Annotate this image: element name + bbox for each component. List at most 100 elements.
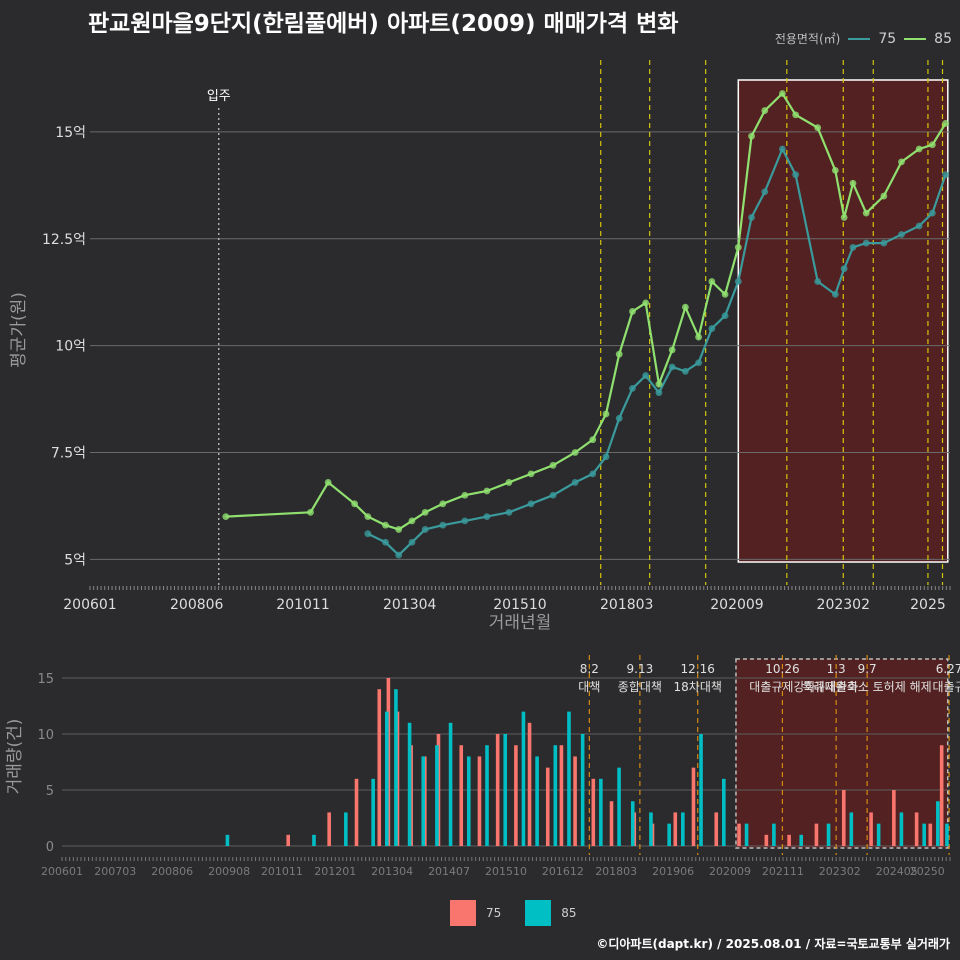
volume-bar-75 <box>673 812 678 847</box>
volume-bar-75 <box>914 812 919 847</box>
data-point-85 <box>708 278 716 285</box>
volume-bar-85 <box>772 823 776 847</box>
data-point-85 <box>761 107 769 114</box>
volume-bar-75 <box>892 790 896 847</box>
volume-bar-85 <box>371 778 375 847</box>
legend-swatch-85 <box>904 37 927 40</box>
legend-swatch-75 <box>848 37 871 40</box>
volume-bar-75 <box>814 823 819 847</box>
volume-bar-85 <box>617 767 621 847</box>
event-label: 종합대책 <box>618 679 662 694</box>
volume-bar-85 <box>407 722 412 847</box>
volume-bar-85 <box>580 734 585 847</box>
data-point-85 <box>792 111 800 119</box>
volume-bar-75 <box>377 689 382 847</box>
data-point-85 <box>351 500 359 508</box>
volume-x-tick-label: 201906 <box>652 865 694 878</box>
event-date: 10.26 <box>765 662 799 676</box>
data-point-85 <box>849 179 857 187</box>
credit-text: ©디아파트(dapt.kr) / 2025.08.01 / 자료=국토교통부 실… <box>596 937 950 951</box>
event-date: 8.2 <box>580 662 599 676</box>
legend-bottom: 75 85 <box>450 900 577 926</box>
data-point-75 <box>655 389 663 397</box>
data-point-75 <box>461 517 469 525</box>
data-point-75 <box>928 209 936 217</box>
data-point-85 <box>642 299 650 307</box>
volume-x-tick-label: 201011 <box>261 865 303 878</box>
legend-box-85 <box>525 900 552 926</box>
volume-bar-75 <box>286 834 290 847</box>
data-point-85 <box>439 500 447 508</box>
data-point-85 <box>483 487 491 495</box>
data-point-85 <box>862 209 870 217</box>
volume-bar-75 <box>764 834 769 847</box>
data-point-85 <box>629 308 636 315</box>
legend-label-85: 85 <box>934 30 952 47</box>
data-point-75 <box>527 500 535 508</box>
volume-bar-75 <box>609 801 614 847</box>
x-tick-label: 200601 <box>63 597 116 613</box>
volume-x-tick-label: 202009 <box>709 865 751 878</box>
volume-x-tick-label: 202405 <box>876 865 918 878</box>
volume-bar-85 <box>225 834 230 847</box>
data-point-85 <box>589 436 597 444</box>
volume-bar-75 <box>841 790 846 847</box>
volume-x-tick-label: 200601 <box>41 865 83 878</box>
volume-bar-85 <box>521 711 526 847</box>
data-point-75 <box>571 479 579 486</box>
legend-top: 전용면적(㎡) 75 85 <box>775 30 952 47</box>
volume-bar-85 <box>849 812 854 847</box>
volume-bar-85 <box>722 778 726 847</box>
legend-label-75: 75 <box>878 30 897 47</box>
volume-bar-75 <box>591 778 596 847</box>
data-point-85 <box>615 350 623 358</box>
data-point-85 <box>880 192 888 200</box>
data-point-85 <box>527 470 535 478</box>
volume-bar-75 <box>459 745 464 847</box>
data-point-85 <box>814 124 822 132</box>
x-tick-label: 202302 <box>817 597 870 613</box>
data-point-85 <box>602 410 610 418</box>
data-point-75 <box>602 453 610 461</box>
volume-bar-85 <box>485 745 489 847</box>
volume-bar-75 <box>787 834 791 847</box>
data-point-75 <box>642 372 650 379</box>
data-point-75 <box>408 538 416 546</box>
data-point-85 <box>942 119 949 127</box>
event-label: 18차대책 <box>674 679 722 694</box>
data-point-85 <box>898 158 905 166</box>
data-point-75 <box>915 222 923 230</box>
data-point-75 <box>708 325 716 332</box>
data-point-85 <box>571 449 579 456</box>
volume-bar-85 <box>681 812 685 847</box>
data-point-85 <box>915 145 923 153</box>
volume-bar-75 <box>327 812 331 847</box>
data-point-85 <box>668 346 676 354</box>
data-point-75 <box>814 278 822 285</box>
data-point-75 <box>840 265 848 273</box>
data-point-85 <box>307 508 314 516</box>
volume-bar-85 <box>344 812 348 847</box>
data-point-75 <box>421 526 429 533</box>
y-tick-label: 7.5억 <box>51 446 86 462</box>
volume-x-tick-label: 202302 <box>819 865 861 878</box>
event-date: 9.13 <box>627 662 654 676</box>
volume-x-tick-label: 201304 <box>371 865 413 878</box>
volume-bar-75 <box>495 734 500 847</box>
volume-x-tick-label: 201612 <box>542 865 584 878</box>
volume-x-tick-label: 200703 <box>94 865 136 878</box>
volume-bar-75 <box>714 812 719 847</box>
x-tick-label: 201304 <box>383 597 437 613</box>
volume-x-tick-label: 201510 <box>485 865 527 878</box>
y-tick-label: 15억 <box>55 125 86 141</box>
data-point-75 <box>779 145 786 153</box>
event-date: 6.27 <box>936 662 960 676</box>
event-date: 1.3 <box>827 662 846 676</box>
series-line-75 <box>367 146 947 557</box>
volume-bar-85 <box>649 812 653 847</box>
legend-title: 전용면적(㎡) <box>774 32 841 46</box>
volume-bar-85 <box>553 745 558 847</box>
y-tick-label: 5억 <box>64 552 86 568</box>
data-point-75 <box>505 508 513 516</box>
data-point-85 <box>655 380 663 388</box>
